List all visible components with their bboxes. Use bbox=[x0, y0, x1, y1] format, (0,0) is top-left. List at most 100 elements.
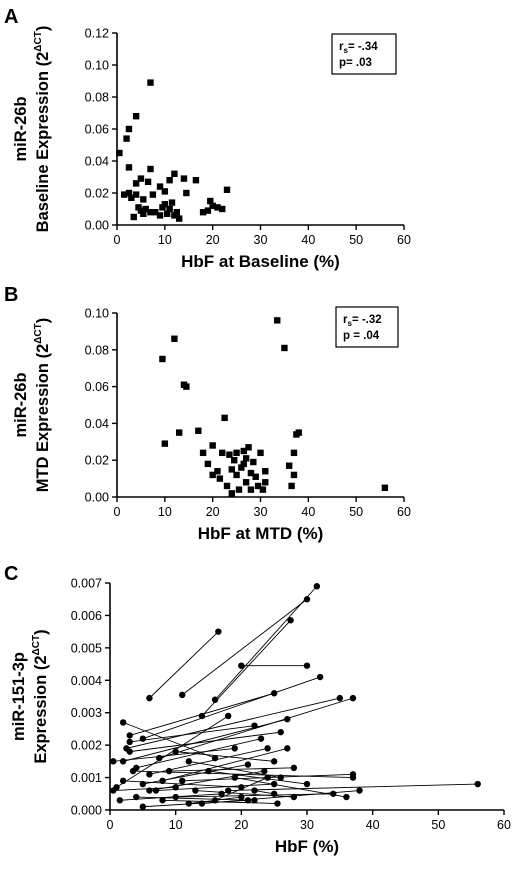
data-point bbox=[211, 754, 219, 762]
data-point bbox=[152, 787, 160, 794]
data-point bbox=[214, 204, 221, 211]
paired-line bbox=[254, 790, 275, 795]
data-point bbox=[179, 691, 186, 699]
paired-line bbox=[234, 777, 347, 798]
paired-line bbox=[123, 718, 288, 762]
data-point bbox=[147, 209, 154, 216]
data-point bbox=[140, 210, 147, 217]
data-point bbox=[270, 758, 278, 765]
paired-line bbox=[228, 783, 478, 791]
data-point bbox=[262, 468, 269, 475]
y-axis-label-line1: miR-26b bbox=[12, 372, 30, 437]
data-point bbox=[247, 486, 255, 493]
data-point bbox=[119, 777, 127, 785]
y-tick-label: 0.10 bbox=[85, 59, 109, 73]
data-point bbox=[228, 490, 235, 497]
x-tick-label: 10 bbox=[158, 505, 172, 519]
data-point bbox=[231, 774, 238, 781]
x-tick-label: 40 bbox=[366, 818, 380, 832]
rs-stat: rs= -.34 bbox=[339, 41, 378, 55]
data-point bbox=[284, 745, 291, 752]
data-point bbox=[132, 191, 140, 198]
paired-line bbox=[116, 715, 229, 788]
data-point bbox=[238, 464, 245, 471]
paired-line bbox=[175, 793, 334, 798]
data-point bbox=[214, 468, 221, 475]
data-point bbox=[132, 113, 140, 120]
data-point bbox=[274, 800, 281, 807]
paired-line bbox=[195, 790, 294, 798]
paired-line bbox=[149, 631, 219, 699]
data-point bbox=[303, 780, 311, 788]
data-point bbox=[244, 761, 252, 768]
data-point bbox=[290, 764, 298, 772]
data-point bbox=[240, 460, 247, 468]
x-tick-label: 30 bbox=[300, 818, 314, 832]
data-point bbox=[218, 790, 225, 797]
data-point bbox=[204, 207, 212, 214]
data-point bbox=[316, 673, 324, 681]
data-point bbox=[257, 735, 265, 742]
data-point bbox=[261, 767, 268, 775]
data-point bbox=[172, 784, 179, 791]
y-tick-label: 0.06 bbox=[85, 123, 109, 137]
data-point bbox=[250, 458, 257, 466]
data-point bbox=[207, 197, 214, 205]
data-point bbox=[286, 462, 293, 469]
data-point bbox=[290, 449, 298, 457]
paired-line bbox=[208, 770, 308, 785]
data-point bbox=[137, 207, 145, 214]
p-value: p= .03 bbox=[339, 57, 372, 69]
data-point bbox=[284, 716, 291, 723]
paired-line bbox=[181, 598, 308, 696]
x-tick-label: 10 bbox=[169, 818, 183, 832]
data-point bbox=[133, 793, 140, 801]
data-point bbox=[183, 383, 190, 390]
paired-line bbox=[214, 585, 318, 701]
rs-value: = -.32 bbox=[352, 314, 382, 326]
x-tick-label: 20 bbox=[206, 233, 220, 247]
data-point bbox=[264, 745, 271, 752]
data-point bbox=[120, 191, 128, 198]
data-point bbox=[238, 793, 245, 801]
data-point bbox=[295, 429, 302, 436]
y-axis-label-line2: Baseline Expression (2ΔCT) bbox=[33, 26, 52, 233]
y-tick-label: 0.04 bbox=[85, 417, 109, 431]
data-point bbox=[173, 209, 180, 216]
data-point bbox=[215, 628, 222, 635]
data-point bbox=[139, 803, 147, 810]
data-point bbox=[125, 189, 133, 197]
data-point bbox=[205, 767, 212, 775]
data-point bbox=[238, 784, 245, 791]
data-point bbox=[257, 449, 264, 457]
y-axis-label-superscript: ΔCT bbox=[31, 635, 42, 656]
y-axis-label-close: ) bbox=[32, 629, 50, 635]
paired-line bbox=[169, 767, 294, 772]
data-point bbox=[251, 722, 258, 729]
data-point bbox=[277, 774, 284, 781]
rs-stat: rs= -.32 bbox=[343, 314, 382, 328]
data-point bbox=[172, 748, 179, 755]
data-point bbox=[171, 170, 178, 177]
data-point bbox=[251, 787, 258, 794]
data-point bbox=[233, 471, 240, 479]
data-point bbox=[231, 745, 238, 752]
data-point bbox=[179, 777, 186, 785]
panel-letter: B bbox=[4, 284, 18, 306]
data-point bbox=[119, 719, 127, 726]
data-point bbox=[126, 732, 133, 739]
y-axis-label-main: Baseline Expression (2 bbox=[34, 52, 52, 233]
data-point bbox=[225, 712, 232, 720]
data-point bbox=[165, 767, 173, 775]
paired-line bbox=[136, 738, 262, 769]
data-point bbox=[192, 787, 199, 794]
data-point bbox=[146, 771, 153, 778]
data-point bbox=[356, 787, 363, 794]
data-point bbox=[343, 793, 350, 801]
rs-subscript: s bbox=[347, 319, 352, 328]
data-point bbox=[336, 694, 344, 702]
x-tick-label: 50 bbox=[349, 233, 363, 247]
data-point bbox=[247, 469, 255, 477]
y-axis-label-close: ) bbox=[34, 26, 52, 32]
